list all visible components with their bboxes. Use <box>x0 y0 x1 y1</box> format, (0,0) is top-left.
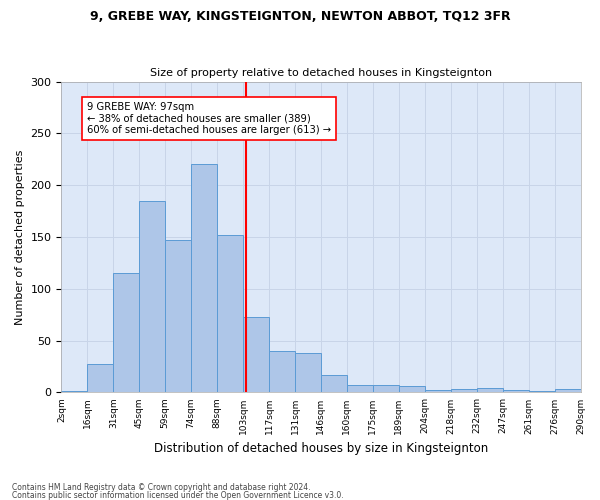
Text: Contains HM Land Registry data © Crown copyright and database right 2024.: Contains HM Land Registry data © Crown c… <box>12 484 311 492</box>
Bar <box>295 353 321 393</box>
Bar <box>243 317 269 392</box>
Bar <box>217 235 243 392</box>
Text: 9 GREBE WAY: 97sqm
← 38% of detached houses are smaller (389)
60% of semi-detach: 9 GREBE WAY: 97sqm ← 38% of detached hou… <box>88 102 331 136</box>
Bar <box>554 390 581 392</box>
Bar <box>165 240 191 392</box>
Bar <box>476 388 503 392</box>
Bar <box>347 385 373 392</box>
Bar <box>321 375 347 392</box>
Bar <box>113 274 139 392</box>
Y-axis label: Number of detached properties: Number of detached properties <box>15 150 25 324</box>
Bar <box>503 390 529 392</box>
Bar <box>191 164 217 392</box>
Bar <box>269 351 295 393</box>
Bar <box>451 390 476 392</box>
Bar <box>425 390 451 392</box>
Bar <box>399 386 425 392</box>
Bar <box>373 385 399 392</box>
Text: 9, GREBE WAY, KINGSTEIGNTON, NEWTON ABBOT, TQ12 3FR: 9, GREBE WAY, KINGSTEIGNTON, NEWTON ABBO… <box>89 10 511 23</box>
Bar <box>139 200 165 392</box>
Bar <box>88 364 113 392</box>
Text: Contains public sector information licensed under the Open Government Licence v3: Contains public sector information licen… <box>12 491 344 500</box>
Title: Size of property relative to detached houses in Kingsteignton: Size of property relative to detached ho… <box>150 68 492 78</box>
X-axis label: Distribution of detached houses by size in Kingsteignton: Distribution of detached houses by size … <box>154 442 488 455</box>
